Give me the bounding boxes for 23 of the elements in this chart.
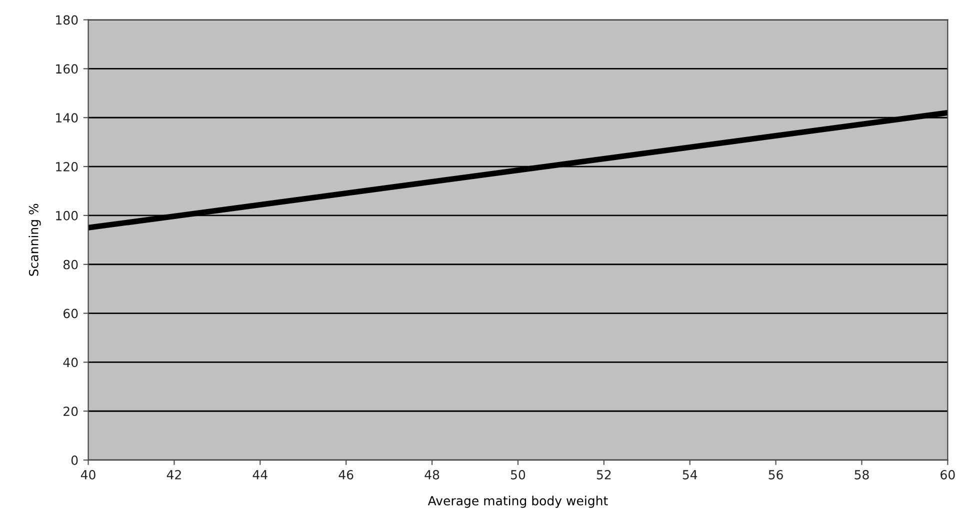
x-axis-title: Average mating body weight	[428, 496, 608, 508]
x-tick-label: 54	[682, 470, 698, 480]
y-tick-label: 100	[56, 210, 78, 220]
y-tick-label: 120	[56, 162, 78, 172]
x-tick-label: 56	[768, 470, 783, 480]
y-tick-label: 80	[63, 260, 78, 270]
x-tick-label: 50	[510, 470, 526, 480]
y-tick-label: 60	[64, 308, 78, 318]
y-axis-title: Scanning %	[28, 204, 41, 276]
y-tick-label: 140	[56, 113, 78, 123]
y-tick-label: 0	[71, 456, 78, 465]
x-tick-label: 52	[596, 470, 611, 480]
y-tick-label: 160	[56, 64, 78, 74]
y-tick-label: 180	[56, 15, 78, 25]
y-tick-label: 40	[63, 358, 78, 368]
x-tick-label: 46	[338, 470, 354, 480]
x-tick-label: 58	[854, 470, 869, 480]
y-tick-label: 20	[64, 406, 78, 416]
x-tick-label: 42	[166, 470, 181, 480]
x-tick-label: 48	[424, 470, 440, 480]
x-tick-label: 44	[252, 470, 268, 480]
x-tick-label: 40	[80, 470, 96, 480]
x-tick-label: 60	[940, 470, 955, 480]
